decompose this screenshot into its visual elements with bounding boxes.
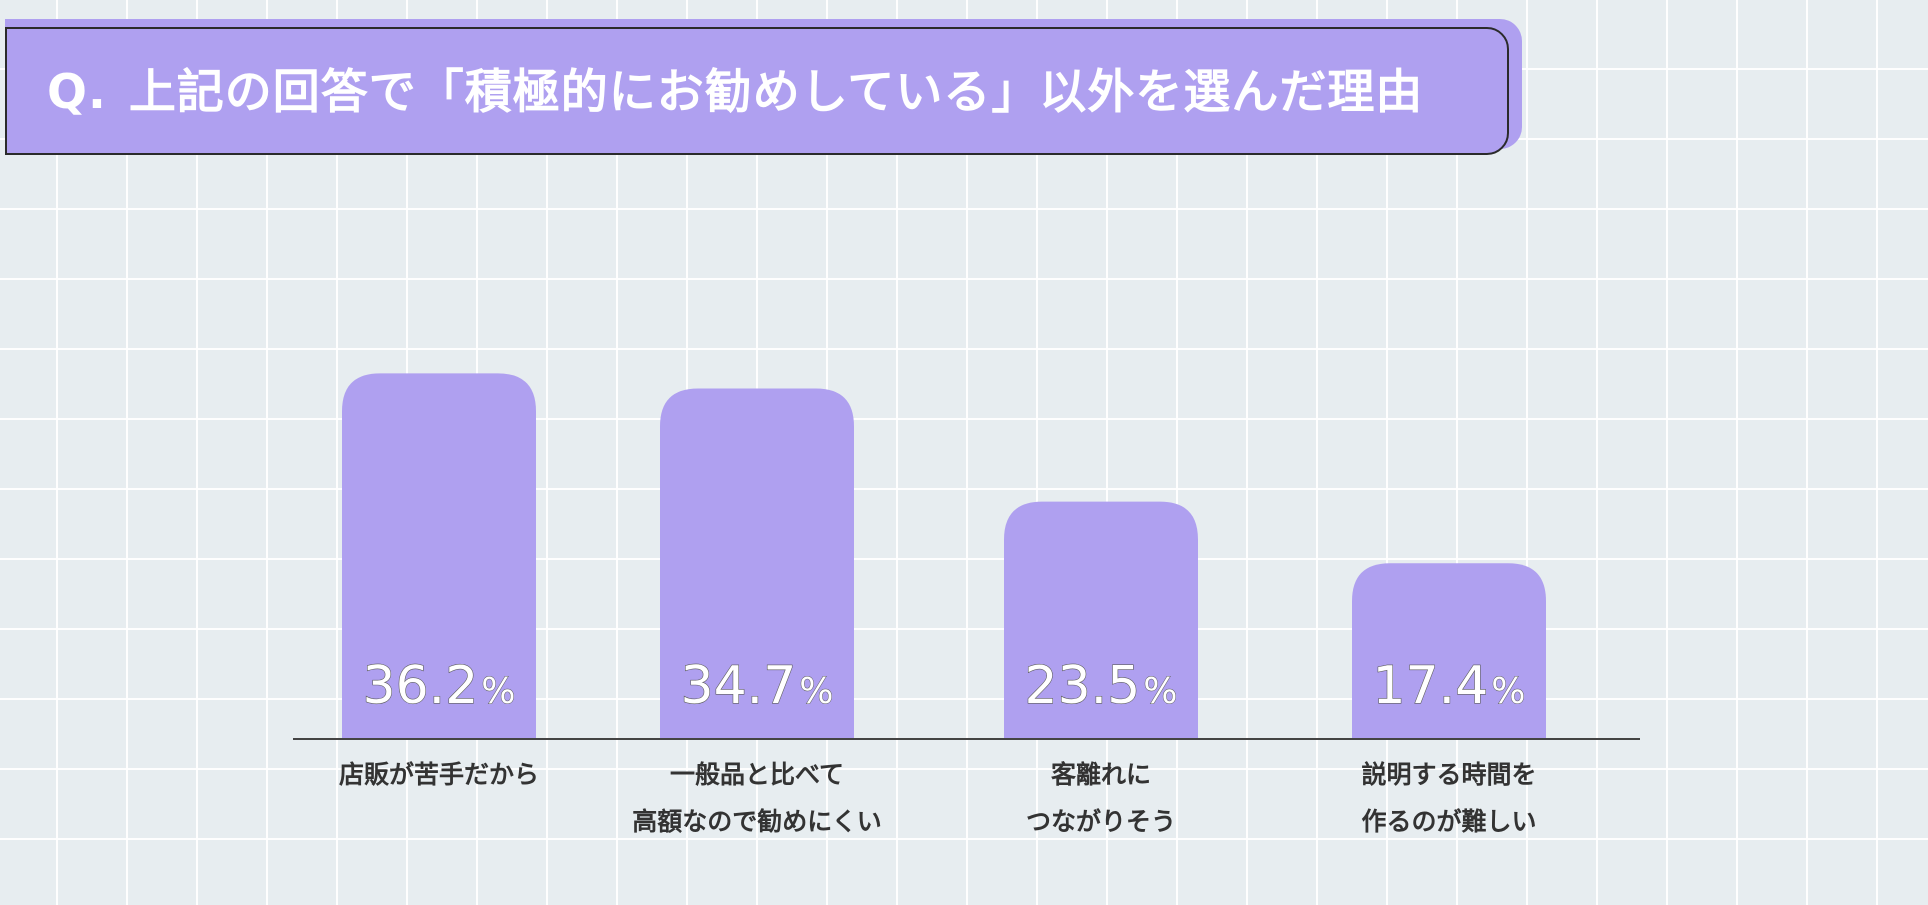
category-label-2-line-2: 高額なので勧めにくい (632, 807, 882, 836)
value-unit: % (1491, 671, 1525, 712)
category-label-4-line-1: 説明する時間を (1361, 760, 1536, 789)
value-label-3: 23.5% (1025, 656, 1178, 716)
value-number: 36.2 (363, 656, 479, 716)
category-label-3-line-1: 客離れに (1051, 760, 1151, 789)
bar-1 (342, 373, 536, 739)
question-title: Q. 上記の回答で「積極的にお勧めしている」以外を選んだ理由 (47, 53, 1423, 122)
question-text: 上記の回答で「積極的にお勧めしている」以外を選んだ理由 (128, 65, 1424, 120)
value-unit: % (481, 671, 515, 712)
value-label-1: 36.2% (363, 656, 516, 716)
value-unit: % (1143, 671, 1177, 712)
title-banner-box: Q. 上記の回答で「積極的にお勧めしている」以外を選んだ理由 (5, 27, 1509, 155)
question-prefix: Q. (47, 65, 107, 120)
category-label-4-line-2: 作るのが難しい (1361, 807, 1536, 836)
bar-4 (1352, 563, 1546, 739)
value-labels-layer: 36.2% 34.7% 23.5% 17.4% (362, 655, 1526, 716)
value-number: 17.4 (1373, 656, 1489, 716)
category-label-1-line-1: 店販が苦手だから (339, 760, 539, 789)
question-title-banner: Q. 上記の回答で「積極的にお勧めしている」以外を選んだ理由 (5, 19, 1522, 159)
value-label-4: 17.4% (1373, 656, 1526, 716)
value-number: 23.5 (1025, 656, 1141, 716)
bar-3 (1004, 501, 1198, 739)
value-unit: % (799, 671, 833, 712)
value-label-2: 34.7% (681, 656, 834, 716)
bars-layer (342, 373, 1546, 739)
bar-2 (660, 388, 854, 739)
category-label-2-line-1: 一般品と比べて (670, 760, 844, 789)
category-label-3-line-2: つながりそう (1026, 807, 1176, 836)
value-number: 34.7 (681, 656, 797, 716)
